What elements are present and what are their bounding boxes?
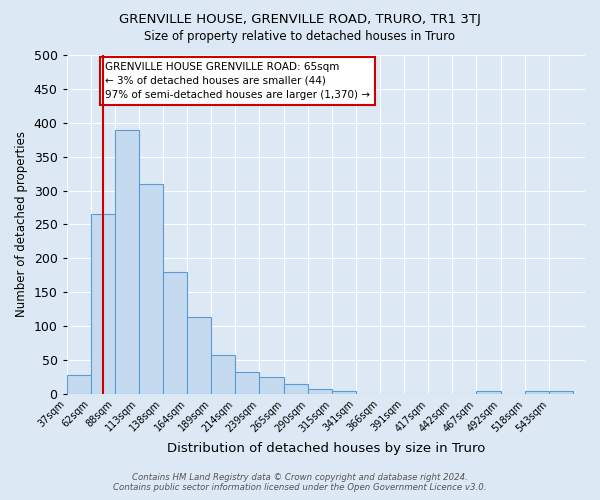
Bar	[308, 389, 332, 394]
Y-axis label: Number of detached properties: Number of detached properties	[15, 132, 28, 318]
Bar	[549, 390, 573, 394]
Text: GRENVILLE HOUSE, GRENVILLE ROAD, TRURO, TR1 3TJ: GRENVILLE HOUSE, GRENVILLE ROAD, TRURO, …	[119, 12, 481, 26]
Bar	[525, 390, 549, 394]
Bar	[115, 130, 139, 394]
Text: Contains HM Land Registry data © Crown copyright and database right 2024.
Contai: Contains HM Land Registry data © Crown c…	[113, 473, 487, 492]
Bar	[187, 318, 211, 394]
Bar	[163, 272, 187, 394]
Bar	[332, 390, 356, 394]
Text: GRENVILLE HOUSE GRENVILLE ROAD: 65sqm
← 3% of detached houses are smaller (44)
9: GRENVILLE HOUSE GRENVILLE ROAD: 65sqm ← …	[105, 62, 370, 100]
Bar	[476, 390, 500, 394]
X-axis label: Distribution of detached houses by size in Truro: Distribution of detached houses by size …	[167, 442, 485, 455]
Bar	[139, 184, 163, 394]
Bar	[67, 375, 91, 394]
Bar	[91, 214, 115, 394]
Bar	[284, 384, 308, 394]
Bar	[211, 354, 235, 394]
Text: Size of property relative to detached houses in Truro: Size of property relative to detached ho…	[145, 30, 455, 43]
Bar	[259, 377, 284, 394]
Bar	[235, 372, 259, 394]
